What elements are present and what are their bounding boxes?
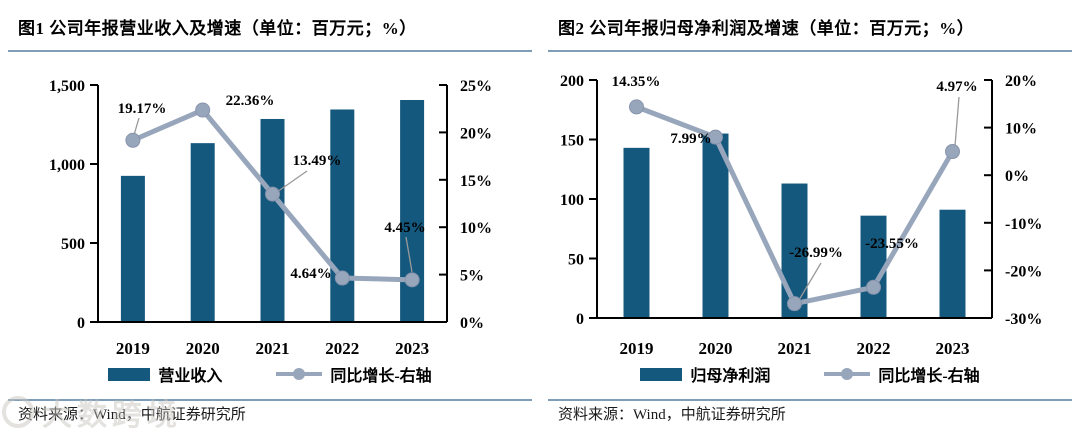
svg-text:4.64%: 4.64% [290, 266, 331, 282]
svg-text:2022: 2022 [325, 339, 359, 358]
svg-text:2023: 2023 [936, 339, 970, 358]
figure-2-bottom-rule [548, 399, 1072, 401]
svg-text:0%: 0% [460, 315, 484, 332]
figure-1-chart: 0 500 1,000 1,500 0% 5% 10% 15% 20% 25% 2019 2020 20… [49, 78, 492, 358]
legend-label-revenue: 营业收入 [158, 368, 223, 385]
svg-text:0%: 0% [1005, 168, 1029, 185]
svg-text:-10%: -10% [1005, 216, 1042, 233]
svg-text:2020: 2020 [699, 339, 733, 358]
figure-2-legend: 归母净利润 同比增长-右轴 [540, 362, 1080, 386]
svg-text:4.97%: 4.97% [936, 79, 977, 95]
svg-text:50: 50 [568, 252, 584, 269]
figure-1-bottom-rule [8, 399, 532, 401]
svg-text:150: 150 [560, 133, 584, 150]
legend-label-net-profit: 归母净利润 [690, 368, 771, 385]
svg-text:7.99%: 7.99% [670, 131, 711, 147]
figure-2-chart: 0 50 100 150 200 -30% -20% -10% 0% 10% 20% 2019 2020… [560, 73, 1042, 358]
svg-text:15%: 15% [460, 173, 492, 190]
figure-2-title-rule [548, 50, 1072, 52]
legend-item-growth: 同比增长-右轴 [824, 362, 980, 386]
svg-text:-20%: -20% [1005, 263, 1042, 280]
svg-text:-26.99%: -26.99% [789, 245, 843, 261]
svg-text:5%: 5% [460, 268, 484, 285]
svg-text:2020: 2020 [186, 339, 220, 358]
svg-text:500: 500 [61, 236, 85, 253]
svg-text:-23.55%: -23.55% [865, 236, 919, 252]
svg-text:1,000: 1,000 [49, 157, 85, 174]
svg-text:2019: 2019 [116, 339, 150, 358]
svg-text:19.17%: 19.17% [118, 101, 167, 117]
svg-text:20%: 20% [1005, 73, 1037, 90]
svg-text:10%: 10% [460, 220, 492, 237]
line-swatch-icon [824, 367, 871, 381]
svg-text:2022: 2022 [857, 339, 891, 358]
svg-text:1,500: 1,500 [49, 78, 85, 95]
figure-1-panel: 图1 公司年报营业收入及增速（单位：百万元；%） 0 500 1,000 1,500 0… [0, 19, 540, 423]
figure-1-title: 图1 公司年报营业收入及增速（单位：百万元；%） [18, 19, 417, 38]
svg-text:2023: 2023 [395, 339, 429, 358]
svg-text:0: 0 [77, 315, 85, 332]
line-swatch-icon [276, 367, 323, 381]
svg-text:-30%: -30% [1005, 311, 1042, 328]
legend-label-growth: 同比增长-右轴 [330, 368, 432, 385]
svg-text:2019: 2019 [620, 339, 654, 358]
legend-item-growth: 同比增长-右轴 [276, 362, 432, 386]
figure-1-legend: 营业收入 同比增长-右轴 [0, 362, 540, 386]
legend-item-net-profit: 归母净利润 [640, 362, 770, 386]
svg-text:10%: 10% [1005, 121, 1037, 138]
figure-1-title-rule [8, 50, 532, 52]
svg-text:2021: 2021 [778, 339, 812, 358]
svg-text:100: 100 [560, 192, 584, 209]
svg-text:2021: 2021 [256, 339, 290, 358]
svg-text:0: 0 [576, 311, 584, 328]
svg-text:25%: 25% [460, 78, 492, 95]
legend-label-growth: 同比增长-右轴 [878, 368, 980, 385]
svg-text:14.35%: 14.35% [612, 74, 661, 90]
bar-swatch-icon [108, 367, 151, 381]
figure-1-source: 资料来源：Wind，中航证券研究所 [18, 407, 246, 423]
svg-text:13.49%: 13.49% [293, 153, 342, 169]
svg-text:200: 200 [560, 73, 584, 90]
svg-text:20%: 20% [460, 125, 492, 142]
figure-2-panel: 图2 公司年报归母净利润及增速（单位：百万元；%） 0 50 100 150 200 -3… [540, 0, 1080, 444]
svg-text:4.45%: 4.45% [384, 220, 425, 236]
bar-swatch-icon [640, 367, 683, 381]
svg-text:22.36%: 22.36% [226, 93, 275, 109]
figure-2-source: 资料来源：Wind，中航证券研究所 [558, 407, 786, 423]
figure-2-title: 图2 公司年报归母净利润及增速（单位：百万元；%） [558, 19, 975, 38]
legend-item-revenue: 营业收入 [108, 362, 222, 386]
